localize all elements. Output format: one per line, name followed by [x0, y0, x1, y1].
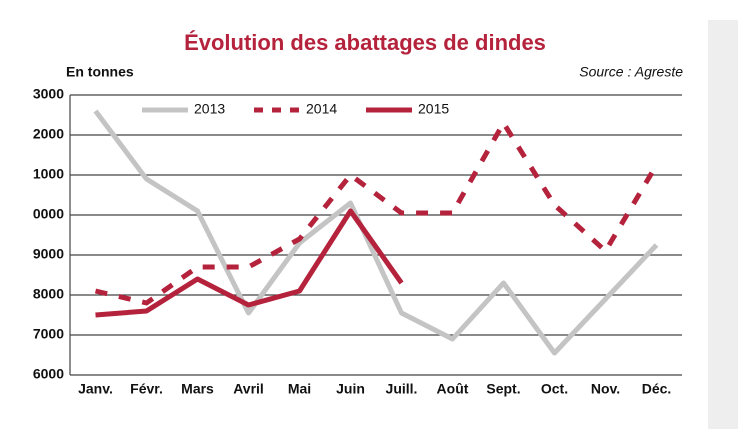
x-tick-label: Janv.	[78, 381, 113, 397]
source: Source : Agreste	[579, 64, 683, 80]
x-tick-label: Déc.	[642, 381, 672, 397]
chart-title: Évolution des abattages de dindes	[184, 30, 546, 55]
y-axis-label: En tonnes	[66, 64, 134, 80]
line-series	[95, 208, 404, 318]
legend-label: 2013	[194, 101, 225, 117]
y-tick-label: 3000	[33, 86, 64, 102]
line-series	[93, 109, 659, 356]
x-tick-label: Août	[437, 381, 469, 397]
x-tick-label: Avril	[233, 381, 264, 397]
legend-label: 2014	[306, 101, 337, 117]
y-tick-label: 0000	[33, 206, 64, 222]
y-tick-label: 8000	[33, 286, 64, 302]
legend-label: 2015	[418, 101, 449, 117]
card-shadow	[708, 20, 738, 429]
y-tick-label: 9000	[33, 246, 64, 262]
y-tick-label: 1000	[33, 166, 64, 182]
line-series	[94, 120, 659, 306]
x-tick-label: Juin	[336, 381, 365, 397]
x-tick-label: Févr.	[130, 381, 163, 397]
x-tick-label: Oct.	[541, 381, 568, 397]
y-tick-label: 7000	[33, 326, 64, 342]
y-tick-label: 6000	[33, 366, 64, 382]
x-tick-label: Mars	[181, 381, 214, 397]
y-tick-label: 2000	[33, 126, 64, 142]
x-tick-label: Mai	[288, 381, 311, 397]
x-tick-label: Sept.	[486, 381, 520, 397]
x-tick-label: Juill.	[386, 381, 418, 397]
x-tick-label: Nov.	[591, 381, 620, 397]
